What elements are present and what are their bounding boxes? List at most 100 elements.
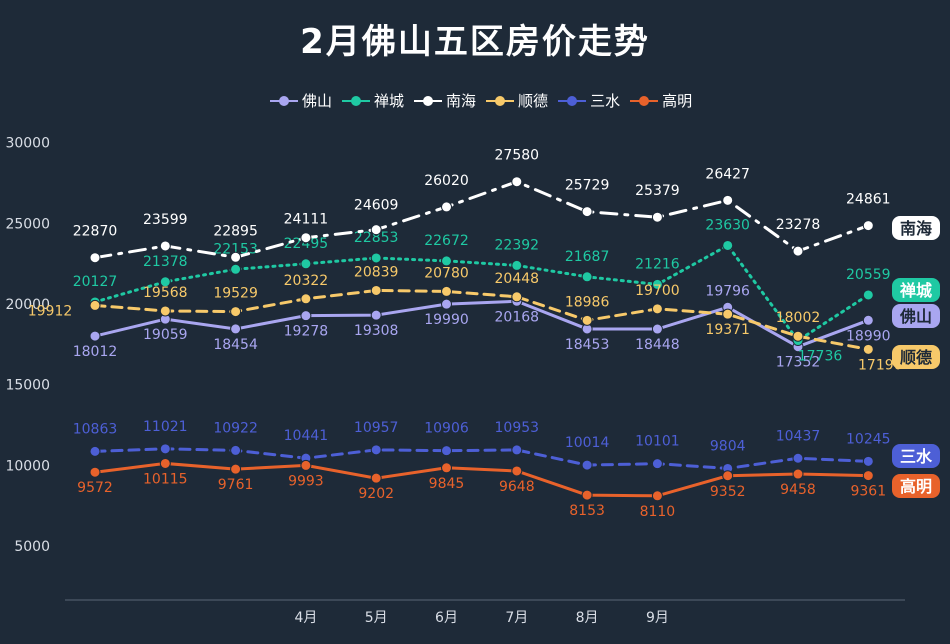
data-label: 22895 [213, 223, 258, 239]
data-label: 9361 [850, 484, 886, 500]
y-tick-label: 15000 [5, 378, 50, 394]
data-point [511, 465, 523, 477]
y-tick-label: 5000 [14, 539, 50, 555]
legend-item-gaoming: 高明 [630, 90, 692, 111]
data-label: 19371 [705, 322, 750, 338]
data-label: 24861 [846, 192, 891, 208]
data-point [441, 445, 452, 457]
data-point [159, 305, 171, 317]
data-label: 20322 [284, 273, 329, 289]
data-point [862, 220, 874, 232]
data-point [230, 444, 242, 456]
data-label: 18986 [565, 294, 610, 310]
data-label: 22392 [495, 237, 540, 253]
data-point [722, 194, 734, 206]
data-label: 18990 [846, 328, 891, 344]
data-point [651, 323, 663, 335]
data-label: 9202 [358, 486, 394, 502]
data-point [230, 463, 242, 475]
data-label: 17190 [858, 357, 903, 373]
data-point [370, 224, 382, 236]
series-tag-bg [892, 216, 940, 240]
data-point [230, 323, 242, 335]
data-label: 9761 [218, 477, 254, 493]
legend-label-sanshui: 三水 [590, 92, 621, 110]
legend-swatch-shunde [486, 95, 515, 106]
data-point [370, 472, 382, 484]
data-point [581, 271, 593, 283]
data-label: 18012 [73, 344, 118, 360]
data-point [89, 252, 101, 264]
y-tick-label: 25000 [5, 216, 50, 232]
data-point [722, 308, 734, 320]
series-tag-bg [892, 278, 940, 302]
data-point [862, 289, 874, 301]
data-label: 19059 [143, 327, 188, 343]
data-point [159, 276, 171, 288]
data-point [441, 462, 452, 474]
data-label: 19912 [28, 303, 73, 319]
data-point [89, 466, 101, 478]
data-label: 26427 [705, 166, 750, 182]
legend-label-foshan: 佛山 [302, 92, 333, 110]
data-label: 23278 [776, 217, 821, 233]
data-point [230, 263, 242, 275]
data-label: 10953 [495, 420, 540, 436]
data-label: 18448 [635, 337, 680, 353]
data-label: 19278 [284, 324, 329, 340]
y-tick-label: 20000 [5, 297, 50, 313]
data-label: 19529 [213, 286, 258, 302]
data-label: 19990 [424, 312, 469, 328]
legend-item-nanhai: 南海 [414, 90, 476, 111]
data-label: 23599 [143, 212, 188, 228]
data-label: 9352 [710, 484, 746, 500]
data-label: 20780 [424, 265, 469, 281]
data-label: 19568 [143, 285, 188, 301]
data-point [651, 303, 663, 315]
data-label: 21378 [143, 254, 188, 270]
data-point [441, 201, 452, 213]
data-label: 22870 [73, 224, 118, 240]
series-tag-label: 禅城 [899, 281, 932, 300]
series-tag-bg [892, 345, 940, 369]
data-point [89, 445, 101, 457]
data-label: 10957 [354, 420, 399, 436]
legend-swatch-nanhai [414, 95, 443, 106]
data-label: 20127 [73, 274, 118, 290]
data-label: 20448 [495, 271, 540, 287]
data-label: 24111 [284, 212, 329, 228]
data-point [300, 310, 312, 322]
data-label: 25379 [635, 183, 680, 199]
series-tag-label: 佛山 [899, 307, 932, 326]
data-point [651, 278, 663, 290]
chart-title: 2月佛山五区房价走势 [300, 22, 650, 62]
data-point [862, 314, 874, 326]
data-point [370, 309, 382, 321]
data-label: 10906 [424, 421, 469, 437]
data-label: 9572 [77, 480, 113, 496]
data-point [722, 470, 734, 482]
data-label: 9648 [499, 479, 535, 495]
data-label: 26020 [424, 173, 469, 189]
data-point [159, 443, 171, 455]
legend-label-chancheng: 禅城 [374, 92, 405, 110]
data-label: 17352 [776, 355, 821, 371]
data-label: 19796 [705, 283, 750, 299]
data-label: 17736 [798, 349, 843, 365]
data-point [722, 239, 734, 251]
data-label: 19308 [354, 323, 399, 339]
data-label: 9993 [288, 473, 324, 489]
data-point [581, 489, 593, 501]
data-point [792, 468, 804, 480]
data-point [651, 211, 663, 223]
data-label: 18453 [565, 337, 610, 353]
data-point [651, 490, 663, 502]
data-label: 10245 [846, 431, 891, 447]
data-label: 27580 [495, 148, 540, 164]
legend-label-shunde: 顺德 [518, 92, 549, 110]
data-point [230, 306, 242, 318]
data-point [300, 258, 312, 270]
series-line-1 [93, 243, 870, 343]
data-label: 24609 [354, 198, 399, 214]
